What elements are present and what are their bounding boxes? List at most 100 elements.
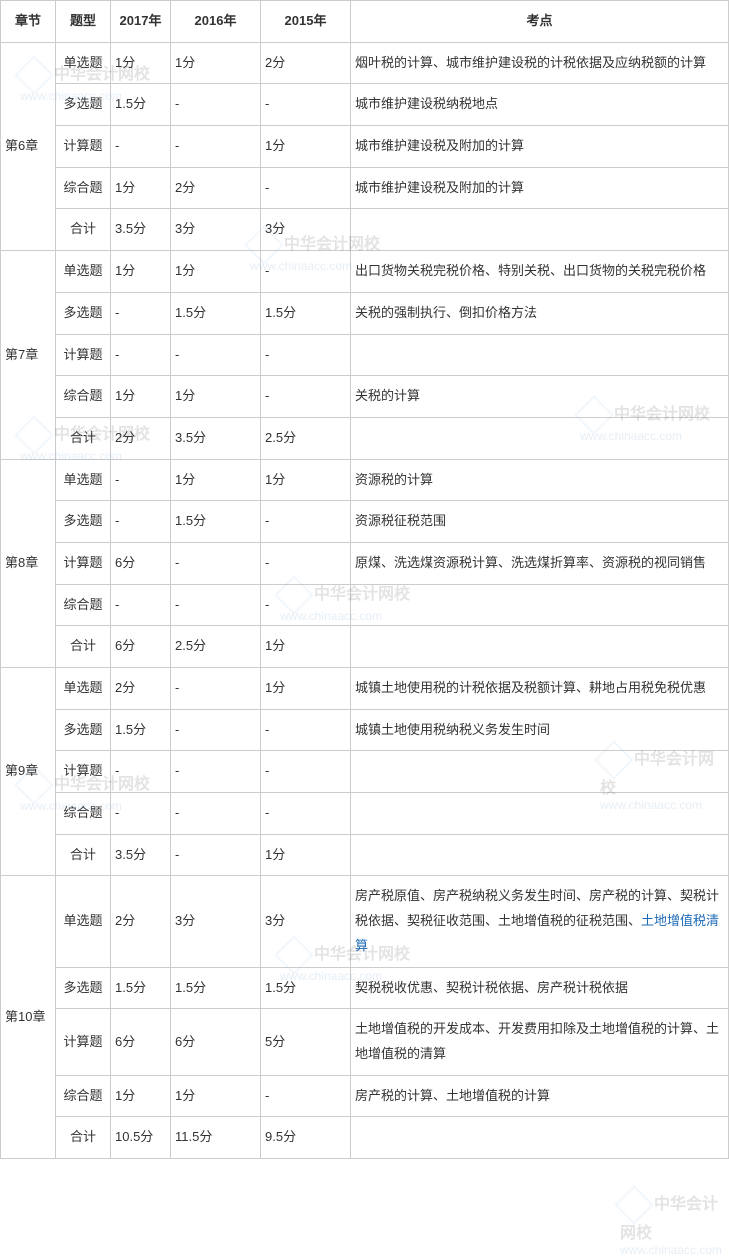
topic-cell: 出口货物关税完税价格、特别关税、出口货物的关税完税价格 <box>351 251 729 293</box>
score-cell: 1.5分 <box>171 967 261 1009</box>
type-cell: 计算题 <box>56 542 111 584</box>
topic-cell: 城市维护建设税纳税地点 <box>351 84 729 126</box>
type-cell: 综合题 <box>56 584 111 626</box>
score-cell: 1.5分 <box>171 501 261 543</box>
score-cell: 1分 <box>261 668 351 710</box>
score-cell: - <box>261 1075 351 1117</box>
chapter-cell: 第6章 <box>1 42 56 250</box>
score-cell: - <box>171 584 261 626</box>
table-row: 合计2分3.5分2.5分 <box>1 417 729 459</box>
topic-cell <box>351 834 729 876</box>
table-row: 计算题--- <box>1 751 729 793</box>
watermark: 中华会计网校www.chinaacc.com <box>620 1190 729 1257</box>
table-row: 合计3.5分-1分 <box>1 834 729 876</box>
topic-cell: 城市维护建设税及附加的计算 <box>351 126 729 168</box>
score-cell: 6分 <box>111 626 171 668</box>
score-cell: - <box>111 292 171 334</box>
chapter-cell: 第7章 <box>1 251 56 459</box>
exam-points-table: 章节 题型 2017年 2016年 2015年 考点 第6章单选题1分1分2分烟… <box>0 0 729 1159</box>
type-cell: 多选题 <box>56 709 111 751</box>
topic-cell: 房产税原值、房产税纳税义务发生时间、房产税的计算、契税计税依据、契税征收范围、土… <box>351 876 729 967</box>
type-cell: 合计 <box>56 1117 111 1159</box>
table-row: 计算题6分--原煤、洗选煤资源税计算、洗选煤折算率、资源税的视同销售 <box>1 542 729 584</box>
type-cell: 单选题 <box>56 459 111 501</box>
header-topic: 考点 <box>351 1 729 43</box>
score-cell: 9.5分 <box>261 1117 351 1159</box>
topic-cell: 资源税征税范围 <box>351 501 729 543</box>
topic-cell <box>351 793 729 835</box>
score-cell: 3分 <box>171 209 261 251</box>
type-cell: 单选题 <box>56 42 111 84</box>
table-row: 综合题--- <box>1 584 729 626</box>
score-cell: - <box>171 793 261 835</box>
score-cell: - <box>171 84 261 126</box>
type-cell: 多选题 <box>56 292 111 334</box>
score-cell: 1分 <box>171 251 261 293</box>
score-cell: 1分 <box>111 1075 171 1117</box>
score-cell: 2分 <box>111 668 171 710</box>
topic-cell <box>351 209 729 251</box>
topic-cell <box>351 334 729 376</box>
score-cell: 1分 <box>111 251 171 293</box>
score-cell: - <box>111 334 171 376</box>
score-cell: - <box>171 542 261 584</box>
table-row: 合计6分2.5分1分 <box>1 626 729 668</box>
score-cell: 2分 <box>111 417 171 459</box>
header-2015: 2015年 <box>261 1 351 43</box>
score-cell: 2.5分 <box>261 417 351 459</box>
topic-cell <box>351 751 729 793</box>
topic-cell: 土地增值税的开发成本、开发费用扣除及土地增值税的计算、土地增值税的清算 <box>351 1009 729 1075</box>
topic-cell: 房产税的计算、土地增值税的计算 <box>351 1075 729 1117</box>
score-cell: 1.5分 <box>111 84 171 126</box>
score-cell: 1分 <box>111 167 171 209</box>
score-cell: 2分 <box>171 167 261 209</box>
type-cell: 合计 <box>56 209 111 251</box>
score-cell: 11.5分 <box>171 1117 261 1159</box>
score-cell: 1分 <box>261 626 351 668</box>
score-cell: 3分 <box>261 209 351 251</box>
topic-cell: 关税的强制执行、倒扣价格方法 <box>351 292 729 334</box>
table-row: 多选题-1.5分1.5分关税的强制执行、倒扣价格方法 <box>1 292 729 334</box>
table-row: 合计10.5分11.5分9.5分 <box>1 1117 729 1159</box>
topic-cell <box>351 584 729 626</box>
score-cell: 1分 <box>171 459 261 501</box>
topic-link[interactable]: 土地增值税清算 <box>355 913 719 953</box>
score-cell: 2.5分 <box>171 626 261 668</box>
score-cell: - <box>261 501 351 543</box>
score-cell: - <box>111 584 171 626</box>
score-cell: 5分 <box>261 1009 351 1075</box>
score-cell: - <box>171 126 261 168</box>
score-cell: 1分 <box>261 459 351 501</box>
header-2017: 2017年 <box>111 1 171 43</box>
score-cell: 2分 <box>111 876 171 967</box>
score-cell: 2分 <box>261 42 351 84</box>
topic-cell: 城市维护建设税及附加的计算 <box>351 167 729 209</box>
table-row: 多选题1.5分--城市维护建设税纳税地点 <box>1 84 729 126</box>
score-cell: 6分 <box>111 1009 171 1075</box>
score-cell: - <box>111 793 171 835</box>
score-cell: - <box>171 334 261 376</box>
topic-cell: 原煤、洗选煤资源税计算、洗选煤折算率、资源税的视同销售 <box>351 542 729 584</box>
score-cell: - <box>261 793 351 835</box>
score-cell: - <box>261 376 351 418</box>
score-cell: 3.5分 <box>111 209 171 251</box>
score-cell: - <box>171 751 261 793</box>
table-row: 综合题1分2分-城市维护建设税及附加的计算 <box>1 167 729 209</box>
table-row: 计算题6分6分5分土地增值税的开发成本、开发费用扣除及土地增值税的计算、土地增值… <box>1 1009 729 1075</box>
table-row: 第8章单选题-1分1分资源税的计算 <box>1 459 729 501</box>
type-cell: 合计 <box>56 834 111 876</box>
type-cell: 综合题 <box>56 376 111 418</box>
chapter-cell: 第10章 <box>1 876 56 1159</box>
table-row: 计算题--- <box>1 334 729 376</box>
type-cell: 综合题 <box>56 793 111 835</box>
score-cell: 1分 <box>261 834 351 876</box>
type-cell: 计算题 <box>56 126 111 168</box>
chapter-cell: 第8章 <box>1 459 56 667</box>
table-body: 第6章单选题1分1分2分烟叶税的计算、城市维护建设税的计税依据及应纳税额的计算多… <box>1 42 729 1158</box>
table-row: 第7章单选题1分1分-出口货物关税完税价格、特别关税、出口货物的关税完税价格 <box>1 251 729 293</box>
type-cell: 合计 <box>56 626 111 668</box>
table-row: 综合题--- <box>1 793 729 835</box>
table-row: 综合题1分1分-房产税的计算、土地增值税的计算 <box>1 1075 729 1117</box>
score-cell: 1分 <box>111 42 171 84</box>
score-cell: - <box>171 834 261 876</box>
